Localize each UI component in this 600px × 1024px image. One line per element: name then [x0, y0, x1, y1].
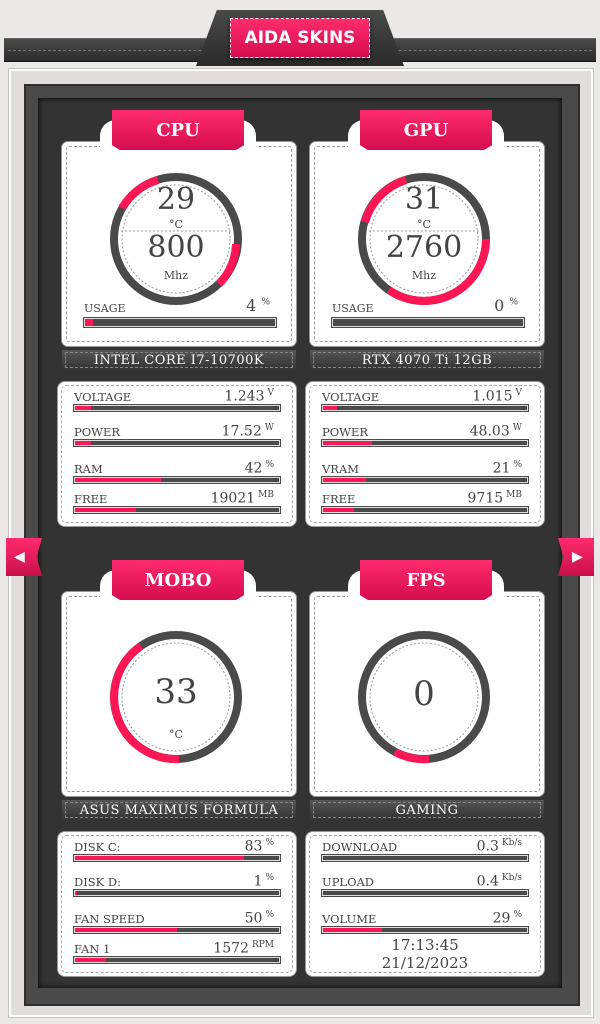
mobo-stat-disk-d: DISK D: 1% [74, 873, 280, 896]
gpu-stat-vram: VRAM 21% [322, 460, 528, 483]
mobo-stat-fan-1: FAN 1 1572 RPM [74, 940, 280, 963]
fps-gauge: 0 [349, 622, 499, 772]
cpu-temp: 29 [156, 182, 196, 217]
cpu-title: CPU [112, 110, 244, 150]
fps-value: 0 [413, 674, 435, 714]
gpu-clock: 2760 [385, 230, 463, 265]
next-page-button[interactable]: ▶ [558, 538, 594, 576]
gpu-name: RTX 4070 Ti 12GB [310, 350, 544, 370]
cpu-stat-free: FREE 19021 MB [74, 490, 280, 513]
clock-time: 17:13:45 [391, 936, 459, 954]
mobo-stat-fan-speed: FAN SPEED 50% [74, 910, 280, 933]
cpu-gauge: 29 °C 800 Mhz [101, 164, 251, 314]
cpu-stat-voltage: VOLTAGE 1.243 V [74, 388, 280, 411]
cpu-usage-value: 4 % [246, 296, 270, 315]
mobo-name: ASUS MAXIMUS FORMULA [62, 800, 296, 820]
gpu-gauge: 31 °C 2760 Mhz [349, 164, 499, 314]
cpu-stat-ram: RAM 42% [74, 460, 280, 483]
gpu-usage-bar [332, 318, 524, 327]
gpu-temp-unit: °C [417, 218, 431, 231]
gpu-stat-voltage: VOLTAGE 1.015 V [322, 388, 528, 411]
gpu-temp: 31 [404, 182, 444, 217]
triangle-right-icon: ▶ [572, 549, 583, 565]
gpu-stat-power: POWER 48.03 W [322, 423, 528, 446]
mobo-gauge: 33 °C [101, 622, 251, 772]
net-stat-upload: UPLOAD 0.4 Kb/s [322, 873, 528, 896]
gpu-stat-free: FREE 9715 MB [322, 490, 528, 513]
mobo-title: MOBO [112, 560, 244, 600]
cpu-usage-label: USAGE [84, 302, 126, 315]
prev-page-button[interactable]: ◀ [6, 538, 42, 576]
gpu-usage-label: USAGE [332, 302, 374, 315]
net-stat-download: DOWNLOAD 0.3 Kb/s [322, 838, 528, 861]
fps-name: GAMING [310, 800, 544, 820]
fps-title: FPS [360, 560, 492, 600]
gpu-stats-card: VOLTAGE 1.015 V POWER 48.03 W VRAM 21% FREE 97… [306, 382, 544, 526]
cpu-clock-unit: Mhz [163, 269, 189, 282]
gpu-clock-unit: Mhz [411, 269, 437, 282]
cpu-clock: 800 [147, 230, 205, 265]
mobo-stat-disk-c: DISK C: 83% [74, 838, 280, 861]
cpu-temp-unit: °C [169, 218, 183, 231]
triangle-left-icon: ◀ [14, 549, 25, 565]
stat-volume: VOLUME 29% [322, 910, 528, 933]
app-title: AIDA SKINS [230, 18, 370, 58]
gpu-usage-value: 0 % [494, 296, 518, 315]
mobo-temp-unit: °C [169, 728, 183, 741]
mobo-temp: 33 [154, 672, 198, 712]
cpu-stats-card: VOLTAGE 1.243 V POWER 17.52 W RAM 42% FREE 190… [58, 382, 296, 526]
cpu-stat-power: POWER 17.52 W [74, 423, 280, 446]
cpu-name: INTEL CORE I7-10700K [62, 350, 296, 370]
fps-stats-card: DOWNLOAD 0.3 Kb/s UPLOAD 0.4 Kb/s VOLUME 29% … [306, 832, 544, 976]
clock-date: 21/12/2023 [381, 954, 469, 972]
cpu-usage-bar [84, 318, 276, 327]
gpu-title: GPU [360, 110, 492, 150]
